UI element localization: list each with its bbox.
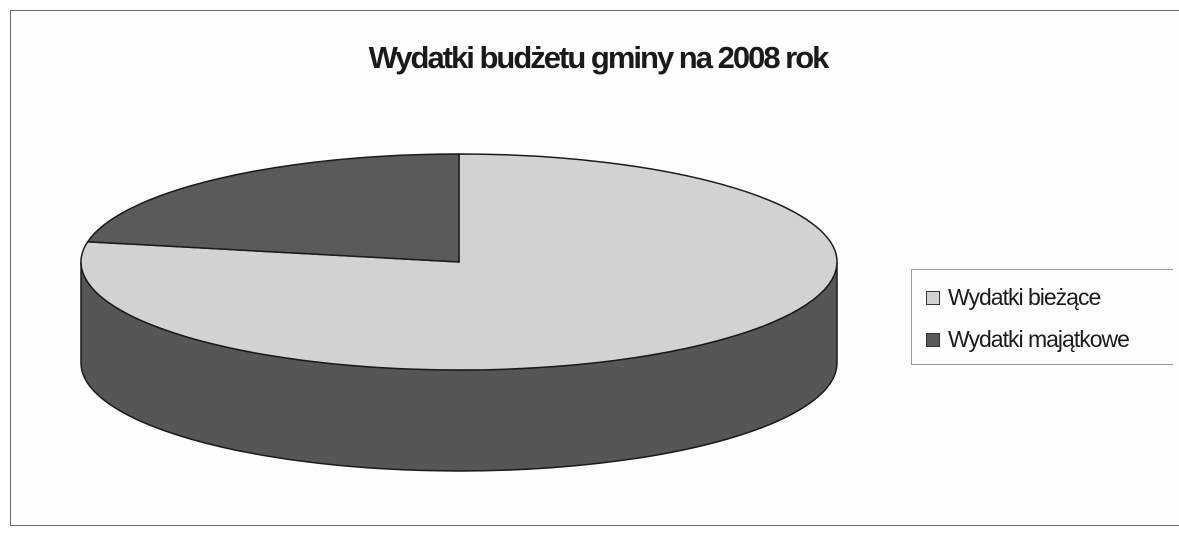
pie-slice-1	[86, 153, 460, 263]
legend-item-wydatki-majatkowe: Wydatki majątkowe	[926, 326, 1130, 353]
legend-label-wydatki-majatkowe: Wydatki majątkowe	[948, 326, 1130, 352]
legend-item-wydatki-biezace: Wydatki bieżące	[926, 284, 1101, 311]
legend-swatch-wydatki-majatkowe	[926, 332, 940, 347]
chart-title: Wydatki budżetu gminy na 2008 rok	[369, 40, 831, 75]
legend: Wydatki bieżące Wydatki majątkowe	[911, 269, 1173, 365]
legend-label-wydatki-biezace: Wydatki bieżące	[948, 284, 1101, 310]
legend-swatch-wydatki-biezace	[926, 290, 940, 305]
pie-slices	[80, 153, 838, 472]
